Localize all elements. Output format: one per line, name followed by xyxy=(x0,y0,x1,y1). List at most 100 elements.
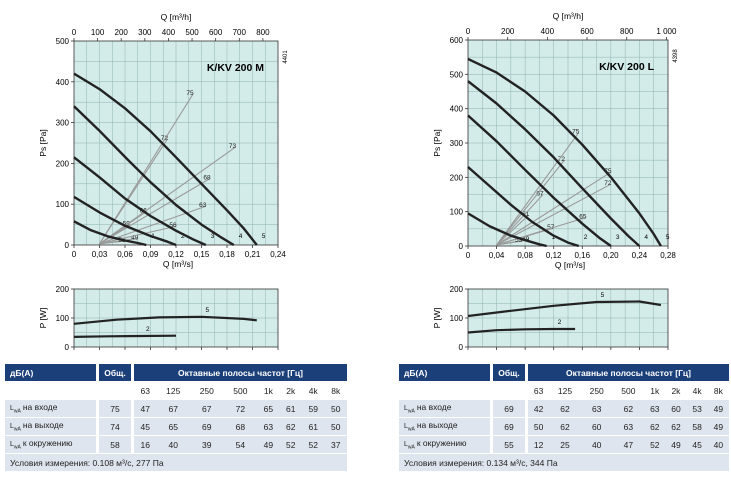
y-tick-label: 200 xyxy=(56,159,70,168)
y-tick-label: 300 xyxy=(56,119,70,128)
curve-label: 5 xyxy=(601,292,605,299)
y-tick-label: 100 xyxy=(56,314,70,323)
row-value: 59 xyxy=(302,399,325,418)
conditions-text: Условия измерения: 0.134 м³/с, 344 Па xyxy=(399,453,729,472)
model-name: K/KV 200 M xyxy=(207,62,264,74)
row-total: 55 xyxy=(493,435,525,454)
row-value: 69 xyxy=(190,417,224,436)
band-label: 8k xyxy=(707,381,729,400)
x-tick-label: 0,24 xyxy=(270,250,286,259)
x-tick-label: 0,24 xyxy=(632,251,648,260)
x-tick-label: 0 xyxy=(72,250,77,259)
y-axis-label: Ps [Pa] xyxy=(432,129,442,156)
row-total: 75 xyxy=(99,399,131,418)
curve-label: 2 xyxy=(181,233,185,240)
band-label: 1k xyxy=(257,381,280,400)
x-tick-label: 0,08 xyxy=(517,251,533,260)
band-label: 1k xyxy=(644,381,666,400)
top-tick-label: 400 xyxy=(162,28,176,37)
top-axis-label: Q [m³/h] xyxy=(161,12,192,22)
efficiency-label: 63 xyxy=(199,202,207,209)
spacer xyxy=(525,417,528,436)
x-tick-label: 0,12 xyxy=(546,251,562,260)
row-value: 63 xyxy=(612,417,645,436)
band-label: 125 xyxy=(156,381,190,400)
efficiency-line xyxy=(496,216,587,246)
row-label: LwA к окружению xyxy=(5,435,96,454)
spacer xyxy=(131,417,134,436)
band-label: 8k xyxy=(324,381,347,400)
bands-header: Октавные полосы частот [Гц] xyxy=(528,364,729,382)
efficiency-label: 49 xyxy=(131,234,139,241)
table-title: дБ(A) xyxy=(5,364,96,382)
row-label: LwA к окружению xyxy=(399,435,490,454)
curve-label: 5 xyxy=(206,307,210,314)
y-tick-label: 100 xyxy=(56,200,70,209)
row-label: LwA на выходе xyxy=(5,417,96,436)
row-value: 50 xyxy=(324,417,347,436)
left-panel: 0 0,03 0,06 0,09 0,12 0,15 0,18 0,21 0,24 Q [m³/s… xyxy=(5,12,347,472)
y-axis-label: Ps [Pa] xyxy=(38,129,48,156)
efficiency-line xyxy=(496,171,612,246)
spacer xyxy=(96,435,99,454)
conditions-row: Условия измерения: 0.134 м³/с, 344 Па xyxy=(399,453,729,472)
y-tick-label: 100 xyxy=(450,314,464,323)
row-value: 25 xyxy=(549,435,581,454)
row-value: 40 xyxy=(707,435,729,454)
curve-label: 4 xyxy=(644,234,648,241)
top-tick-label: 200 xyxy=(115,28,129,37)
curve-label: 2 xyxy=(146,326,150,333)
y-tick-label: 500 xyxy=(56,37,70,46)
y-tick-label: 0 xyxy=(459,343,464,350)
band-label: 500 xyxy=(223,381,258,400)
sound-table: дБ(A) Общ. Октавные полосы частот [Гц] 63 12… xyxy=(5,364,347,472)
row-value: 61 xyxy=(302,417,325,436)
table-row: LwA на выходе 69 50 62 60 63 62 62 58 49 xyxy=(399,417,729,436)
x-tick-label: 0,15 xyxy=(194,250,210,259)
curve-label: 1 xyxy=(552,234,556,241)
efficiency-line xyxy=(496,132,580,246)
total-header: Общ. xyxy=(99,364,131,382)
row-value: 62 xyxy=(549,417,581,436)
row-label-text: на входе xyxy=(22,402,58,413)
row-value: 45 xyxy=(686,435,708,454)
x-axis-label: Q [m³/s] xyxy=(163,259,193,269)
efficiency-label: 57 xyxy=(547,224,555,231)
y-tick-label: 600 xyxy=(450,36,464,45)
efficiency-line xyxy=(496,194,544,246)
efficiency-label: 61 xyxy=(522,211,530,218)
efficiency-label: 68 xyxy=(203,174,211,181)
table-title: дБ(A) xyxy=(399,364,490,382)
spacer xyxy=(96,381,99,400)
row-value: 16 xyxy=(134,435,157,454)
x-tick-label: 0,18 xyxy=(219,250,235,259)
top-tick-label: 100 xyxy=(91,28,105,37)
band-label: 250 xyxy=(580,381,613,400)
efficiency-line xyxy=(496,159,565,246)
x-tick-label: 0,09 xyxy=(143,250,159,259)
spacer xyxy=(490,435,493,454)
fan-curve xyxy=(467,57,662,247)
spacer xyxy=(525,435,528,454)
row-total: 58 xyxy=(99,435,131,454)
fan-curve xyxy=(73,195,177,247)
top-tick-label: 0 xyxy=(466,27,471,36)
spacer xyxy=(490,364,493,382)
row-value: 49 xyxy=(257,435,280,454)
row-value: 67 xyxy=(156,399,190,418)
efficiency-label: 73 xyxy=(229,143,237,150)
top-axis-label: Q [m³/h] xyxy=(553,11,584,21)
band-row: 63 125 250 500 1k 2k 4k 8k xyxy=(5,381,347,400)
efficiency-label: 75 xyxy=(572,129,580,136)
curve-label: 2 xyxy=(558,319,562,326)
spacer xyxy=(525,399,528,418)
row-total: 69 xyxy=(493,417,525,436)
efficiency-label: 72 xyxy=(558,156,566,163)
row-value: 62 xyxy=(644,417,666,436)
efficiency-line xyxy=(496,183,612,246)
lwa-symbol: LwA xyxy=(10,405,21,415)
band-label: 63 xyxy=(528,381,550,400)
row-value: 67 xyxy=(190,399,224,418)
top-tick-label: 300 xyxy=(138,28,152,37)
spacer xyxy=(131,435,134,454)
